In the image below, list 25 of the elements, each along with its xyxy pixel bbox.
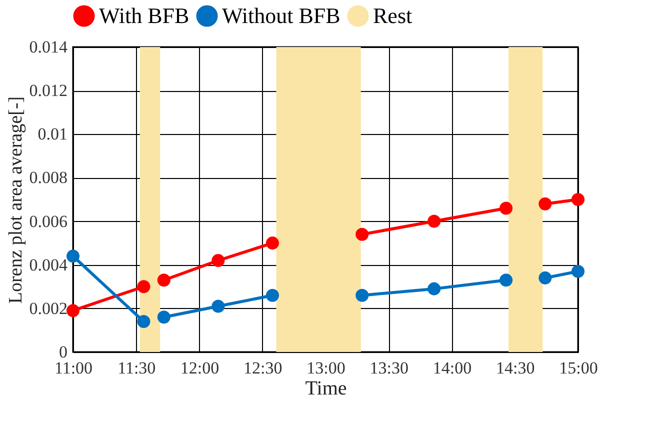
- y-tick-label: 0.008: [29, 168, 68, 188]
- y-tick-label: 0.012: [29, 81, 68, 100]
- x-tick-label: 11:30: [118, 358, 156, 378]
- x-axis-title: Time: [305, 378, 347, 400]
- y-tick-label: 0.006: [29, 212, 68, 231]
- x-tick-label: 13:30: [370, 358, 408, 378]
- x-tick-label: 12:30: [244, 358, 282, 378]
- y-tick-label: 0.004: [29, 255, 68, 274]
- x-tick-label: 14:30: [496, 358, 535, 378]
- y-tick-label: 0.014: [29, 38, 68, 56]
- x-tick-label: 13:00: [306, 358, 346, 378]
- y-axis-title: Lorenz plot area average[-]: [5, 96, 26, 304]
- legend-label: With BFB: [99, 3, 190, 28]
- point: [571, 192, 585, 206]
- legend-label: Without BFB: [222, 3, 340, 28]
- point: [66, 250, 80, 263]
- x-tick-label: 12:00: [180, 358, 220, 378]
- x-tick-label: 11:00: [54, 358, 93, 378]
- x-tick-label: 15:00: [559, 358, 598, 378]
- y-tick-label: 0.01: [38, 124, 68, 144]
- y-tick-label: 0: [59, 342, 68, 362]
- x-tick-label: 14:00: [432, 358, 472, 378]
- point: [137, 314, 150, 328]
- legend-label: Rest: [373, 3, 412, 28]
- y-tick-label: 0.002: [29, 298, 68, 318]
